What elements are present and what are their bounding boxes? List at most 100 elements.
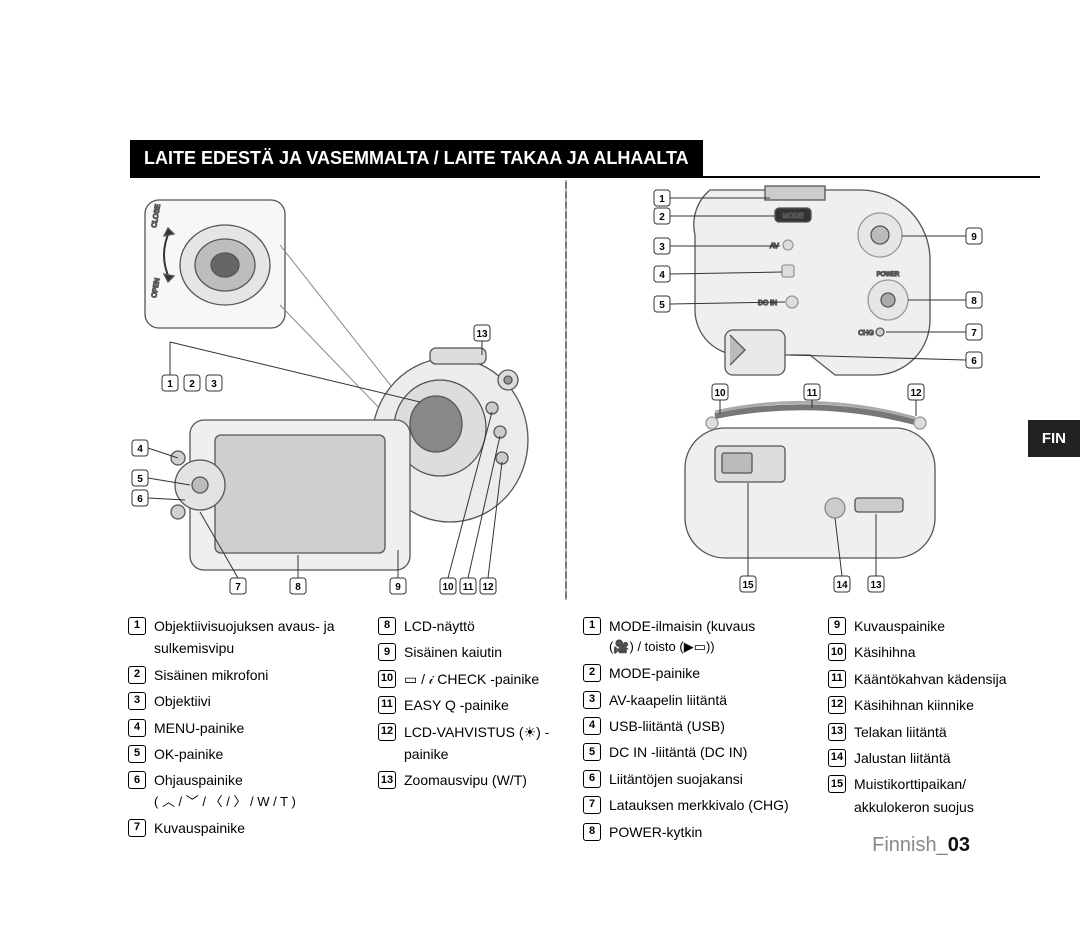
legend-item: 13Telakan liitäntä [828,721,1038,743]
legend-text: Kuvauspainike [154,817,353,839]
legend-item: 7Latauksen merkkivalo (CHG) [583,794,808,816]
legend-text: Muistikorttipaikan/ akkulokeron suojus [854,773,1038,818]
legend-number: 5 [583,743,601,761]
legend-number: 4 [128,719,146,737]
legend-number: 7 [128,819,146,837]
manual-page: FIN LAITE EDESTÄ JA VASEMMALTA / LAITE T… [0,0,1080,952]
legend-item: 2 Sisäinen mikrofoni [128,664,353,686]
legend-number: 6 [583,770,601,788]
svg-text:1: 1 [659,194,665,205]
svg-text:11: 11 [463,582,474,593]
legend-text: EASY Q -painike [404,694,568,716]
footer-prefix: Finnish_ [872,834,948,856]
svg-text:14: 14 [836,580,848,591]
legend-number: 10 [378,670,396,688]
svg-text:6: 6 [137,494,143,505]
legend-item: 11 EASY Q -painike [378,694,568,716]
svg-text:10: 10 [442,582,454,593]
legend-text: POWER-kytkin [609,821,808,843]
svg-text:12: 12 [482,582,494,593]
page-title-bar: LAITE EDESTÄ JA VASEMMALTA / LAITE TAKAA… [130,140,1040,178]
svg-text:7: 7 [235,582,241,593]
legend-item: 8 POWER-kytkin [583,821,808,843]
legend-text: Kääntökahvan kädensija [854,668,1038,690]
svg-text:5: 5 [137,474,143,485]
legend-text: Objektiivisuojuksen avaus- ja sulkemisvi… [154,615,353,660]
legend-item: 14Jalustan liitäntä [828,747,1038,769]
legend-item: 9Kuvauspainike [828,615,1038,637]
language-tab: FIN [1028,420,1080,457]
svg-text:1: 1 [167,379,173,390]
svg-text:5: 5 [659,300,665,311]
legend-item: 2 MODE-painike [583,662,808,684]
footer-page: 03 [948,834,970,856]
page-title: LAITE EDESTÄ JA VASEMMALTA / LAITE TAKAA… [130,140,703,177]
legend-number: 3 [128,692,146,710]
legend-number: 4 [583,717,601,735]
legend-text: MODE-painike [609,662,808,684]
legend-number: 2 [128,666,146,684]
legend-item: 5DC IN -liitäntä (DC IN) [583,741,808,763]
svg-text:8: 8 [971,296,977,307]
legend-number: 15 [828,775,846,793]
legend-item: 4MENU-painike [128,717,353,739]
legend-col-1: 1 Objektiivisuojuksen avaus- ja sulkemisv… [128,615,353,843]
svg-text:13: 13 [476,329,488,340]
legend-number: 12 [828,696,846,714]
diagram-rear-bottom: MODE POWER CHG AV [630,180,990,610]
svg-text:3: 3 [211,379,217,390]
legend-number: 1 [128,617,146,635]
svg-text:9: 9 [971,232,977,243]
legend-number: 11 [378,696,396,714]
legend-item: 3AV-kaapelin liitäntä [583,689,808,711]
legend-subtext: (🎥) / toisto (▶▭)) [609,637,808,658]
legend-item: 7 Kuvauspainike [128,817,353,839]
legend-number: 8 [378,617,396,635]
svg-text:4: 4 [659,270,665,281]
legend-item: 12 Käsihihnan kiinnike [828,694,1038,716]
svg-text:2: 2 [189,379,195,390]
svg-text:4: 4 [137,444,143,455]
legend-number: 10 [828,643,846,661]
legend-text: LCD-näyttö [404,615,568,637]
legend-item: 8 LCD-näyttö [378,615,568,637]
legend-item: 5OK-painike [128,743,353,765]
legend-col-2: 8 LCD-näyttö 9 Sisäinen kaiutin 10▭ / 𝒾 CHEC… [378,615,568,796]
legend-number: 8 [583,823,601,841]
legend-item: 12LCD-VAHVISTUS (☀) -painike [378,721,568,766]
svg-text:13: 13 [870,580,882,591]
page-footer: Finnish_03 [872,834,970,857]
legend-number: 12 [378,723,396,741]
svg-text:7: 7 [971,328,977,339]
legend-text: Sisäinen kaiutin [404,641,568,663]
svg-text:2: 2 [659,212,665,223]
camcorder-front-left-svg: OPEN CLOSE [130,180,560,610]
legend-number: 2 [583,664,601,682]
legend-text: Käsihihnan kiinnike [854,694,1038,716]
svg-text:3: 3 [659,242,665,253]
svg-text:8: 8 [295,582,301,593]
legend-number: 1 [583,617,601,635]
legend-item: 10▭ / 𝒾 CHECK -painike [378,668,568,690]
legend-text: Sisäinen mikrofoni [154,664,353,686]
legend-number: 9 [378,643,396,661]
legend-col-3: 1MODE-ilmaisin (kuvaus(🎥) / toisto (▶▭))… [583,615,808,847]
legend-text: AV-kaapelin liitäntä [609,689,808,711]
legend-item: 6Ohjauspainike( ︿ / ﹀ / 〈 / 〉 / W / T ) [128,769,353,812]
legend-number: 11 [828,670,846,688]
diagrams: OPEN CLOSE [130,180,970,610]
svg-text:6: 6 [971,356,977,367]
legend-text: Objektiivi [154,690,353,712]
svg-text:10: 10 [714,388,726,399]
legend-number: 13 [378,771,396,789]
legend-item: 15 Muistikorttipaikan/ akkulokeron suojus [828,773,1038,818]
svg-text:POWER: POWER [877,272,900,278]
legend-text: Liitäntöjen suojakansi [609,768,808,790]
svg-text:MODE: MODE [783,213,804,220]
legend-text: Telakan liitäntä [854,721,1038,743]
diagram-front-left: OPEN CLOSE [130,180,560,610]
legend-item: 11 Kääntökahvan kädensija [828,668,1038,690]
camcorder-rear-bottom-svg: MODE POWER CHG AV [630,180,990,610]
legend-number: 9 [828,617,846,635]
legend-text: Zoomausvipu (W/T) [404,769,568,791]
